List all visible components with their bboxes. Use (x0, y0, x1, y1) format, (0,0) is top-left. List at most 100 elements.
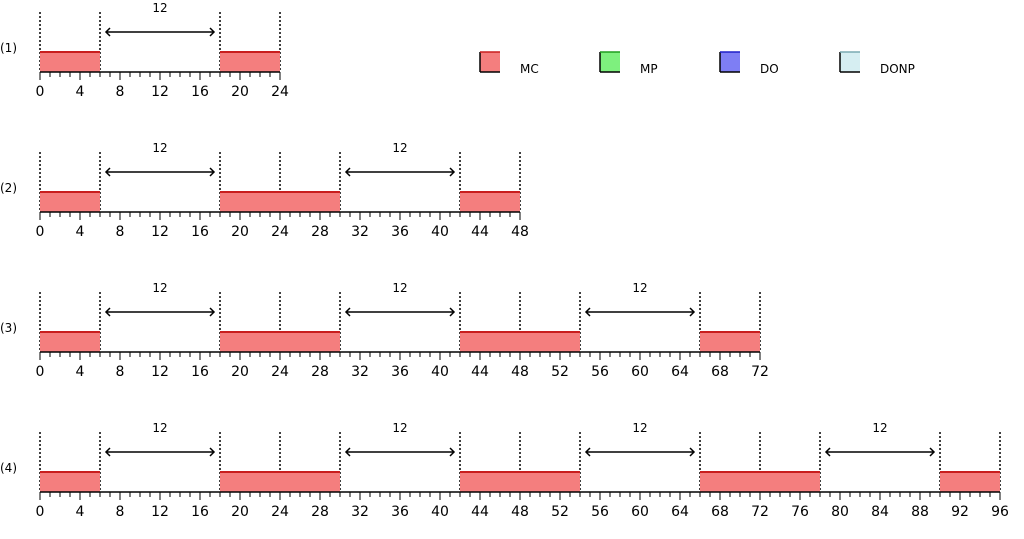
tick-label: 28 (311, 504, 329, 520)
tick-label: 0 (36, 504, 45, 520)
interval-arrowhead-right (449, 447, 456, 457)
tick-label: 96 (991, 504, 1009, 520)
interval-arrowhead-right (209, 447, 216, 457)
tick-label: 20 (231, 84, 249, 100)
tick-label: 12 (151, 224, 169, 240)
tick-label: 40 (431, 224, 449, 240)
tick-label: 32 (351, 504, 369, 520)
row-label: (1) (0, 41, 17, 55)
task-block (40, 52, 100, 72)
tick-label: 12 (151, 84, 169, 100)
tick-label: 8 (116, 84, 125, 100)
tick-label: 84 (871, 504, 889, 520)
interval-arrowhead-right (209, 27, 216, 37)
task-block (280, 332, 340, 352)
legend-swatch (720, 52, 740, 72)
tick-label: 36 (391, 224, 409, 240)
task-block (280, 472, 340, 492)
tick-label: 8 (116, 504, 125, 520)
task-block (40, 192, 100, 212)
interval-label: 12 (392, 281, 407, 295)
task-block (460, 192, 520, 212)
tick-label: 68 (711, 504, 729, 520)
legend-label: MP (640, 62, 658, 76)
task-block (220, 332, 280, 352)
interval-label: 12 (392, 421, 407, 435)
tick-label: 40 (431, 504, 449, 520)
interval-arrowhead-right (449, 167, 456, 177)
task-block (460, 472, 520, 492)
task-block (460, 332, 520, 352)
tick-label: 72 (751, 364, 769, 380)
tick-label: 36 (391, 364, 409, 380)
interval-arrowhead-left (104, 27, 111, 37)
task-block (220, 192, 280, 212)
tick-label: 64 (671, 364, 689, 380)
tick-label: 20 (231, 364, 249, 380)
tick-label: 44 (471, 364, 489, 380)
tick-label: 0 (36, 364, 45, 380)
tick-label: 8 (116, 364, 125, 380)
legend-item-do: DO (719, 51, 779, 76)
tick-label: 64 (671, 504, 689, 520)
tick-label: 20 (231, 504, 249, 520)
interval-arrowhead-left (104, 167, 111, 177)
tick-label: 0 (36, 84, 45, 100)
tick-label: 68 (711, 364, 729, 380)
tick-label: 36 (391, 504, 409, 520)
task-block (220, 472, 280, 492)
tick-label: 24 (271, 504, 289, 520)
tick-label: 48 (511, 364, 529, 380)
tick-label: 60 (631, 364, 649, 380)
legend-label: DO (760, 62, 779, 76)
tick-label: 44 (471, 504, 489, 520)
tick-label: 32 (351, 364, 369, 380)
interval-arrowhead-right (449, 307, 456, 317)
tick-label: 72 (751, 504, 769, 520)
tick-label: 60 (631, 504, 649, 520)
interval-label: 12 (152, 1, 167, 15)
legend: MC MP DO DONP (479, 51, 915, 76)
interval-label: 12 (152, 421, 167, 435)
interval-label: 12 (632, 421, 647, 435)
timeline-row-3: (3)0 4 8 12 16 20 24 28 32 36 40 44 48 52 56 60 64 68 7212… (0, 281, 769, 380)
tick-label: 4 (76, 504, 85, 520)
legend-swatch (600, 52, 620, 72)
legend-item-mp: MP (599, 51, 658, 76)
interval-arrowhead-left (584, 307, 591, 317)
task-block (520, 332, 580, 352)
timeline-row-4: (4)0 4 8 12 16 20 24 28 32 36 40 44 48 52 56 60 64 68 72 76… (0, 421, 1009, 520)
interval-arrowhead-left (824, 447, 831, 457)
tick-label: 28 (311, 224, 329, 240)
interval-label: 12 (632, 281, 647, 295)
tick-label: 80 (831, 504, 849, 520)
interval-arrowhead-right (689, 307, 696, 317)
tick-label: 48 (511, 224, 529, 240)
tick-label: 92 (951, 504, 969, 520)
legend-swatch (840, 52, 860, 72)
tick-label: 4 (76, 364, 85, 380)
tick-label: 52 (551, 504, 569, 520)
interval-arrowhead-left (344, 167, 351, 177)
tick-label: 32 (351, 224, 369, 240)
tick-label: 12 (151, 364, 169, 380)
interval-arrowhead-left (104, 447, 111, 457)
tick-label: 16 (191, 224, 209, 240)
legend-label: DONP (880, 62, 915, 76)
task-block (220, 52, 280, 72)
task-block (520, 472, 580, 492)
interval-arrowhead-right (689, 447, 696, 457)
tick-label: 76 (791, 504, 809, 520)
tick-label: 24 (271, 224, 289, 240)
task-block (940, 472, 1000, 492)
tick-label: 4 (76, 84, 85, 100)
tick-label: 8 (116, 224, 125, 240)
interval-arrowhead-left (584, 447, 591, 457)
interval-arrowhead-right (929, 447, 936, 457)
tick-label: 28 (311, 364, 329, 380)
tick-label: 44 (471, 224, 489, 240)
tick-label: 0 (36, 224, 45, 240)
